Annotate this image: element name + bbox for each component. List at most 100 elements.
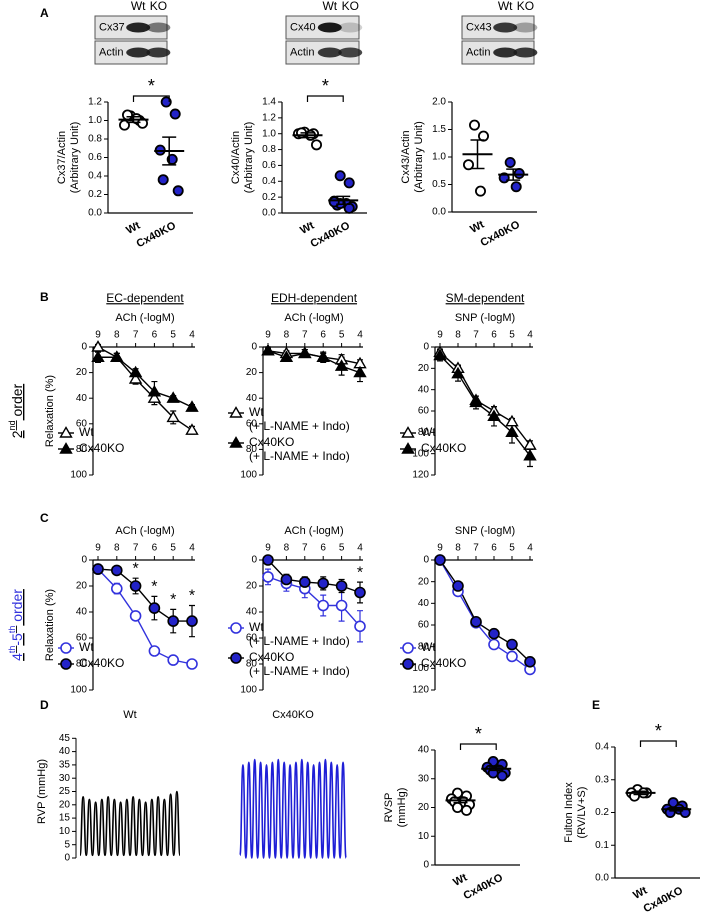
x-tick-label: 5 (509, 543, 515, 554)
x-tick-label: 7 (473, 330, 479, 341)
sem-bar (669, 806, 684, 812)
data-point (317, 577, 330, 590)
y-tick-label: 0.4 (595, 742, 609, 753)
blot-band (317, 47, 342, 58)
significance-star: * (148, 76, 155, 96)
x-tick-label: Wt (124, 219, 142, 236)
significance-star: * (132, 560, 138, 577)
x-tick-label: Wt (631, 884, 649, 901)
legend-marker (60, 658, 72, 670)
y-tick-label: 40 (59, 746, 71, 757)
significance-star: * (151, 579, 157, 596)
row-label-part: -5 (9, 633, 25, 646)
data-point (460, 804, 472, 816)
data-point (474, 185, 486, 197)
data-point (148, 645, 161, 657)
data-point (513, 167, 525, 179)
legend-marker (59, 426, 73, 438)
y-tick-label: 35 (59, 760, 71, 771)
row-label-part: th (7, 626, 17, 634)
x-tick-label: 4 (527, 543, 533, 554)
x-tick-label: 9 (95, 330, 101, 341)
legend-note: (+ L-NAME + Indo) (249, 419, 350, 433)
x-tick-label: Cx40KO (462, 871, 506, 902)
x-tick-label: 7 (302, 330, 308, 341)
y-tick-label: 2.0 (432, 97, 446, 108)
blot-band (513, 47, 538, 58)
blot-label: Cx37 (99, 21, 125, 33)
y-tick-label: 60 (418, 406, 430, 417)
panel-letter: D (40, 698, 49, 712)
y-tick-label: 20 (418, 576, 430, 587)
y-tick-label: 80 (418, 641, 430, 652)
row-label: 2nd order (7, 383, 24, 438)
y-tick-label: 0.0 (88, 208, 102, 219)
x-tick-label: 5 (339, 330, 345, 341)
legend-label: Cx40KO (421, 441, 466, 455)
y-tick-label: 40 (76, 607, 88, 618)
x-axis-label: ACh (-logM) (284, 312, 343, 324)
y-tick-label: 0.6 (262, 160, 276, 171)
trace-title: Cx40KO (272, 709, 314, 721)
x-axis-label: SNP (-logM) (455, 312, 515, 324)
data-point (354, 620, 366, 633)
y-tick-label: 45 (59, 733, 71, 744)
panel-letter: C (40, 511, 49, 525)
data-point (505, 414, 519, 427)
y-tick-label: 100 (70, 470, 87, 481)
significance-star: * (357, 564, 363, 581)
data-point (335, 599, 348, 612)
data-point (166, 391, 180, 403)
y-tick-label: 10 (59, 826, 71, 837)
x-axis-label: SNP (-logM) (455, 525, 515, 537)
y-tick-label: 0.8 (88, 134, 102, 145)
y-tick-label: 1.0 (262, 128, 276, 139)
pressure-trace (239, 758, 347, 859)
sem-bar (633, 790, 648, 796)
y-tick-label: 0.2 (595, 807, 609, 818)
y-tick-label: 25 (59, 786, 71, 797)
legend-note: (+ L-NAME + Indo) (249, 634, 350, 648)
y-tick-label: 1.2 (88, 97, 102, 108)
sem-bar (506, 168, 521, 181)
data-point (506, 650, 518, 663)
y-tick-label: 120 (412, 685, 429, 696)
significance-star: * (655, 721, 662, 741)
pressure-trace (79, 790, 181, 857)
x-tick-label: Wt (298, 219, 316, 236)
data-point (166, 410, 180, 423)
x-tick-label: Cx40KO (135, 219, 179, 250)
sem-bar (470, 139, 485, 170)
panel-letter: A (40, 6, 49, 20)
data-point (262, 554, 274, 566)
y-tick-label: 80 (418, 427, 430, 438)
legend-marker (230, 652, 242, 664)
blot-band (493, 47, 518, 58)
data-point (279, 350, 294, 362)
row-label-part: nd (7, 420, 17, 430)
data-point (334, 170, 346, 182)
data-point (122, 109, 134, 121)
y-tick-label: 0.6 (88, 152, 102, 163)
lane-label: Wt (498, 0, 513, 13)
legend-label: Wt (421, 640, 436, 654)
sem-bar (126, 116, 141, 124)
x-tick-label: Wt (468, 218, 486, 235)
y-axis-label: RVSP (383, 793, 395, 823)
y-tick-label: 60 (418, 620, 430, 631)
legend-marker (401, 442, 415, 454)
y-tick-label: 0.3 (595, 774, 609, 785)
blot-band (146, 22, 171, 33)
data-point (469, 395, 483, 408)
lane-label: KO (517, 0, 534, 13)
data-point (169, 108, 181, 120)
blot-band (493, 22, 518, 33)
x-tick-label: Cx40KO (309, 219, 353, 250)
data-point (334, 359, 349, 371)
x-tick-label: 4 (189, 543, 195, 554)
x-tick-label: 9 (265, 330, 271, 341)
legend-marker (229, 406, 243, 418)
row-label-part: th (7, 646, 17, 654)
data-point (186, 658, 198, 670)
x-tick-label: Wt (451, 871, 469, 888)
